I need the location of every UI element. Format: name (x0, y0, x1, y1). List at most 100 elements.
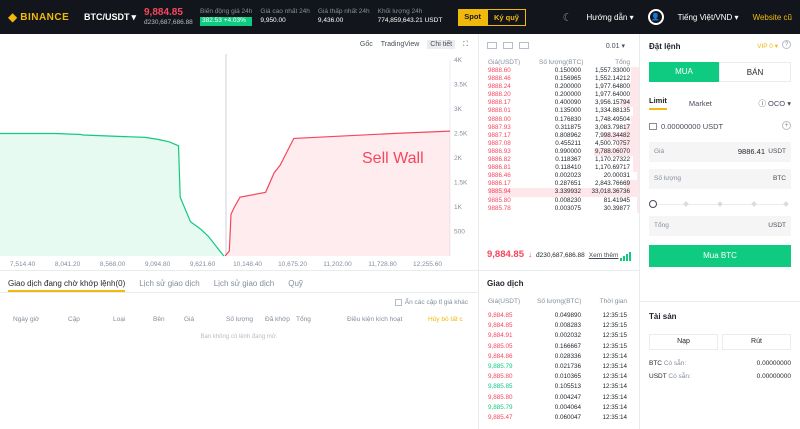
old-website-link[interactable]: Website cũ (752, 12, 792, 22)
trade-amount: 0.004064 (554, 403, 581, 411)
sell-tab[interactable]: BÁN (719, 62, 791, 82)
more-link[interactable]: Xem thêm (588, 252, 619, 259)
tab-oco[interactable]: ⓘ OCO ▾ (758, 98, 791, 108)
ask-total: 1,334.88135 (594, 107, 630, 115)
ask-row[interactable]: 9886.93 0.990000 9,788.06070 (479, 147, 639, 157)
ask-row[interactable]: 9885.80 0.008230 81.41945 (479, 196, 639, 205)
tab-open-orders[interactable]: Giao dịch đang chờ khớp lệnh(0) (8, 279, 126, 292)
hide-other-pairs-checkbox[interactable] (394, 299, 402, 306)
wallet-icon (649, 123, 657, 130)
top-navigation-bar: ◆ BINANCE BTC/USDT ▾ 9,884.85 đ230,687,6… (0, 0, 800, 34)
ask-row[interactable]: 9886.17 0.287651 2,843.76669 (479, 180, 639, 189)
vip-level-select[interactable]: VIP 0 ▾ (757, 43, 778, 50)
column-header: Giá (184, 316, 195, 323)
ask-amount: 0.200000 (554, 91, 581, 99)
binance-logo[interactable]: ◆ BINANCE (0, 10, 84, 24)
tab-tradingview[interactable]: TradingView (380, 41, 420, 48)
buy-btc-button[interactable]: Mua BTC (649, 245, 791, 267)
withdraw-button[interactable]: Rút (722, 334, 791, 350)
slider-step[interactable] (683, 201, 689, 207)
tab-market[interactable]: Market (688, 98, 712, 108)
trade-row: 9,885.79 0.004064 12:35:14 (479, 403, 639, 413)
expand-icon[interactable]: ⛶ (463, 40, 468, 48)
ask-price: 9888.46 (488, 75, 511, 83)
book-bids-icon[interactable] (503, 42, 513, 49)
tab-trade-history[interactable]: Lịch sử giao dịch (213, 279, 275, 288)
ask-price: 9887.17 (488, 131, 511, 139)
ask-row[interactable]: 9888.46 0.156965 1,552.14212 (479, 75, 639, 84)
depth-bar (603, 131, 639, 140)
ask-row[interactable]: 9888.00 0.176830 1,748.49504 (479, 115, 639, 124)
column-header: Thời gian (599, 298, 627, 305)
trade-time: 12:35:14 (602, 352, 627, 360)
moon-icon[interactable]: ☾ (562, 11, 573, 24)
user-icon[interactable]: 👤 (647, 9, 664, 25)
book-asks-icon[interactable] (519, 42, 529, 49)
amount-slider[interactable] (649, 200, 789, 208)
ask-row[interactable]: 9886.46 0.002023 20.00031 (479, 172, 639, 181)
available-balance-value: 0.00000000 USDT (661, 122, 724, 131)
stat-value: 382.53 +4.03% (200, 17, 253, 26)
ask-row[interactable]: 9885.78 0.003075 30.39877 (479, 204, 639, 213)
tab-limit[interactable]: Limit (649, 96, 667, 110)
slider-step[interactable] (717, 201, 723, 207)
margin-button[interactable]: Ký quỹ (486, 8, 526, 26)
total-input[interactable]: Tổng USDT (649, 216, 791, 236)
ask-row[interactable]: 9887.08 0.455211 4,500.70757 (479, 139, 639, 148)
hide-other-pairs[interactable]: Ẩn các cặp tỉ giá khác (394, 299, 468, 306)
book-both-icon[interactable] (487, 42, 497, 49)
ask-amount: 0.311875 (555, 123, 581, 131)
ask-row[interactable]: 9888.60 0.150000 1,557.33000 (479, 67, 639, 76)
slider-step[interactable] (783, 201, 789, 207)
orders-tabs: Giao dịch đang chờ khớp lệnh(0) Lịch sử … (0, 271, 478, 293)
ask-total: 1,552.14212 (594, 75, 630, 83)
ask-row[interactable]: 9887.93 0.311875 3,083.79817 (479, 123, 639, 132)
bids-area (0, 133, 224, 256)
pair-selector[interactable]: BTC/USDT ▾ (84, 12, 144, 23)
tab-funds[interactable]: Quỹ (288, 279, 303, 288)
slider-step[interactable] (751, 201, 757, 207)
asset-value: 0.00000000 (756, 360, 791, 367)
tab-order-history[interactable]: Lịch sử giao dịch (139, 279, 200, 288)
ask-row[interactable]: 9888.17 0.400090 3,956.15794 (479, 99, 639, 108)
spot-button[interactable]: Spot (458, 8, 487, 26)
ask-row[interactable]: 9886.81 0.118410 1,170.69717 (479, 164, 639, 173)
deposit-button[interactable]: Nạp (649, 334, 718, 350)
slider-handle[interactable] (649, 200, 657, 208)
guide-menu[interactable]: Hướng dẫn ▾ (586, 12, 634, 22)
trade-mode-toggle: Spot Ký quỹ (458, 8, 526, 26)
y-tick-label: 1K (454, 204, 463, 211)
ask-row[interactable]: 9887.17 0.808962 7,998.34482 (479, 131, 639, 140)
ask-row[interactable]: 9888.20 0.200000 1,977.64000 (479, 91, 639, 100)
depth-chart: 4K 3.5K 3K 2.5K 2K 1.5K 1K 500 7,514.40 8,041.20 8… (0, 54, 468, 268)
cancel-all-button[interactable]: Hủy bỏ tất c (428, 316, 463, 323)
price-value[interactable]: 9886.41 (737, 147, 765, 156)
ask-total: 7,998.34482 (594, 131, 630, 139)
ask-row[interactable]: 9888.01 0.135000 1,334.88135 (479, 107, 639, 116)
stat-low: Giá thấp nhất 24h 9,436.00 (318, 8, 370, 26)
column-header: Bên (153, 316, 165, 323)
tab-original[interactable]: Gốc (359, 41, 373, 48)
help-icon[interactable]: ? (782, 40, 791, 49)
ask-total: 3,956.15794 (594, 99, 630, 107)
trade-amount: 0.105513 (554, 383, 581, 391)
tab-depth[interactable]: Chi tiết (427, 40, 456, 49)
price-input[interactable]: Giá 9886.41 USDT (649, 142, 791, 162)
ask-row[interactable]: 9886.82 0.118367 1,170.27322 (479, 156, 639, 165)
ask-row[interactable]: 9885.94 3.339932 33,018.36736 (479, 188, 639, 197)
column-header: Điều kiện kích hoạt (347, 316, 403, 323)
market-trades-panel: Giao dịch Giá(USDT) Số lượng(BTC) Thời g… (479, 271, 639, 429)
add-funds-icon[interactable]: + (782, 121, 791, 130)
ask-price: 9888.24 (488, 83, 511, 91)
trade-time: 12:35:15 (602, 332, 627, 340)
buy-tab[interactable]: MUA (649, 62, 719, 82)
ask-row[interactable]: 9888.24 0.200000 1,977.64800 (479, 83, 639, 92)
language-menu[interactable]: Tiếng Việt/VND ▾ (677, 12, 739, 22)
precision-select[interactable]: 0.01 ▾ (605, 43, 625, 50)
quantity-input[interactable]: Số lượng BTC (649, 169, 791, 189)
trade-row: 9,884.85 0.008283 12:35:15 (479, 321, 639, 331)
trade-amount: 0.008283 (554, 322, 581, 330)
ask-total: 1,748.49504 (594, 115, 630, 123)
chevron-down-icon: ▾ (131, 11, 137, 22)
available-balance: 0.00000000 USDT (649, 122, 723, 131)
